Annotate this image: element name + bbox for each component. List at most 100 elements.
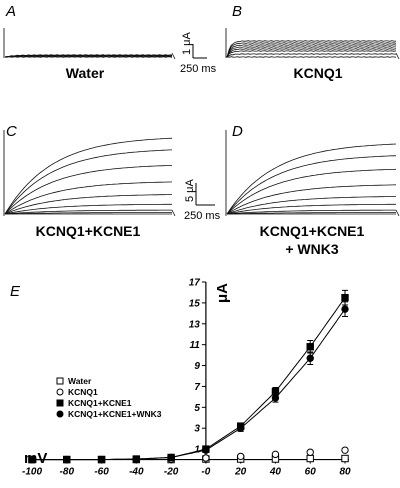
kcnq1-kcne1-trace [4, 137, 173, 215]
panel-letter-d: D [232, 123, 243, 140]
kcnq1-kcne1-wnk3-trace [226, 168, 397, 215]
legend-marker [56, 399, 64, 407]
kcnq1-kcne1-wnk3-tail-mark [395, 209, 400, 217]
x-tick-label: -80 [60, 467, 75, 478]
kcnq1-kcne1-tail-mark [171, 209, 176, 217]
kcnq1-trace [226, 50, 397, 58]
x-axis-label: mV [24, 450, 47, 467]
kcnq1-trace [226, 53, 396, 58]
legend-label: Water [68, 376, 92, 386]
kcnq1-kcne1-wnk3-trace [226, 143, 397, 215]
kcnq1-kcne1-trace [4, 203, 172, 215]
iv-plot: E -100 -80 -60 -40 -20 -0 20 40 60 80135791113151… [10, 278, 351, 478]
kcnq1-kcne1-trace [4, 209, 172, 215]
data-point [271, 450, 280, 459]
y-tick-label: 1 [194, 445, 200, 456]
legend-marker [56, 410, 64, 418]
kcnq1-trace [226, 42, 397, 58]
data-point [236, 452, 245, 461]
data-point [306, 354, 314, 362]
kcnq1-trace [226, 48, 397, 58]
water-trace [4, 54, 172, 58]
y-tick-label: 9 [194, 361, 200, 372]
x-tick-label: -60 [94, 467, 109, 478]
data-point [97, 455, 106, 464]
scale-bar-bottom: 5 μA 250 ms [184, 178, 221, 222]
x-tick-label: 60 [305, 467, 317, 478]
panel-d: D KCNQ1+KCNE1 + WNK3 [225, 123, 400, 257]
x-tick-label: -40 [129, 467, 144, 478]
y-tick-label: 13 [189, 319, 201, 330]
x-tick-label: -0 [201, 467, 210, 478]
kcnq1-kcne1-wnk3-trace [226, 203, 396, 215]
data-point [236, 424, 245, 432]
y-tick-label: 7 [194, 382, 200, 393]
data-point [306, 448, 314, 456]
legend-label: KCNQ1+KCNE1+WNK3 [68, 409, 162, 419]
scale-bar-top-current: 1 μA [181, 31, 193, 55]
panel-letter-e: E [10, 283, 21, 300]
legend-marker [56, 377, 64, 385]
traces-b [226, 40, 400, 60]
x-tick-label: 20 [234, 467, 247, 478]
y-tick-label: 5 [194, 403, 200, 414]
scale-bar-top-time: 250 ms [180, 63, 217, 75]
x-tick-label: -100 [22, 467, 42, 478]
caption-d-line-1: KCNQ1+KCNE1 [260, 223, 365, 239]
kcnq1-tail-mark [395, 52, 400, 60]
data-point [28, 455, 36, 464]
water-tail-mark [171, 52, 176, 60]
y-tick-label: 11 [189, 340, 200, 351]
data-point [306, 454, 314, 463]
kcnq1-kcne1-trace [4, 149, 172, 215]
data-point [271, 394, 280, 402]
panel-b: B KCNQ1 [225, 3, 400, 81]
panel-letter-a: A [5, 3, 16, 20]
caption-d-line-2: + WNK3 [285, 241, 339, 257]
kcnq1-kcne1-trace [4, 212, 172, 215]
traces-a [4, 52, 176, 60]
data-point [306, 343, 314, 351]
kcnq1-kcne1-wnk3-trace [226, 212, 396, 215]
legend-marker [56, 388, 64, 396]
legend-label: KCNQ1+KCNE1 [68, 398, 132, 408]
kcnq1-trace [226, 46, 396, 57]
kcnq1-kcne1-wnk3-trace [226, 196, 396, 215]
kcnq1-kcne1-trace [4, 194, 172, 215]
caption-a: Water [66, 65, 105, 81]
kcnq1-trace [226, 56, 397, 58]
panel-letter-c: C [6, 123, 17, 140]
panel-letter-b: B [232, 3, 242, 20]
panel-c: C KCNQ1+KCNE1 [3, 123, 176, 239]
y-tick-label: 17 [189, 278, 201, 289]
data-point [341, 446, 349, 454]
data-point [167, 453, 175, 462]
x-tick-label: -20 [164, 467, 179, 478]
scale-bar-bottom-current: 5 μA [184, 178, 196, 202]
x-tick-label: 80 [339, 467, 351, 478]
data-point [341, 305, 349, 313]
caption-c: KCNQ1+KCNE1 [36, 223, 141, 239]
kcnq1-trace [226, 40, 397, 58]
panel-a: A Water [3, 3, 176, 81]
kcnq1-kcne1-wnk3-trace [226, 155, 397, 215]
y-tick-label: 3 [194, 424, 200, 435]
scale-bar-top: 1 μA 250 ms [180, 31, 217, 75]
caption-b: KCNQ1 [293, 65, 342, 81]
data-point [202, 454, 210, 462]
data-point [132, 455, 141, 463]
data-point [341, 454, 349, 463]
kcnq1-kcne1-wnk3-trace [226, 209, 396, 215]
traces-c [4, 137, 176, 217]
iv-fit-curves [32, 297, 346, 461]
iv-data-points [28, 289, 349, 464]
data-point [202, 446, 210, 454]
legend-label: KCNQ1 [68, 387, 98, 397]
data-point [341, 293, 349, 302]
y-axis-label: μA [214, 283, 231, 303]
water-trace [4, 56, 173, 58]
fit-curve [32, 308, 346, 461]
y-tick-label: 15 [189, 298, 201, 309]
